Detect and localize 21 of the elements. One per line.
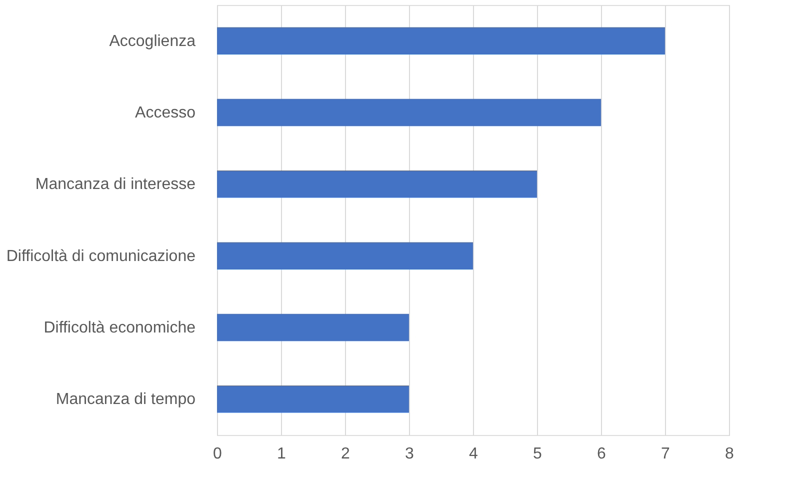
bar: [217, 242, 473, 270]
bar: [217, 386, 409, 413]
x-tick-label: 5: [533, 446, 542, 462]
y-tick-label: Accoglienza: [109, 32, 196, 50]
x-tick-label: 1: [277, 446, 286, 462]
y-tick-label: Accesso: [135, 104, 196, 122]
x-tick-label: 6: [597, 446, 606, 462]
bar: [217, 27, 665, 54]
x-tick-label: 8: [725, 446, 734, 462]
bar: [217, 314, 409, 342]
y-tick-label: Mancanza di tempo: [56, 391, 196, 408]
x-tick-label: 3: [405, 446, 414, 462]
x-tick-label: 7: [661, 446, 670, 462]
y-tick-label: Mancanza di interesse: [35, 176, 196, 194]
y-tick-label: Difficoltà economiche: [44, 320, 196, 336]
x-tick-label: 2: [341, 446, 350, 462]
x-tick-label: 4: [469, 446, 478, 462]
bar: [217, 98, 601, 126]
x-tick-label: 0: [213, 446, 222, 462]
y-tick-label: Difficoltà di comunicazione: [6, 248, 196, 265]
bar: [217, 170, 537, 198]
